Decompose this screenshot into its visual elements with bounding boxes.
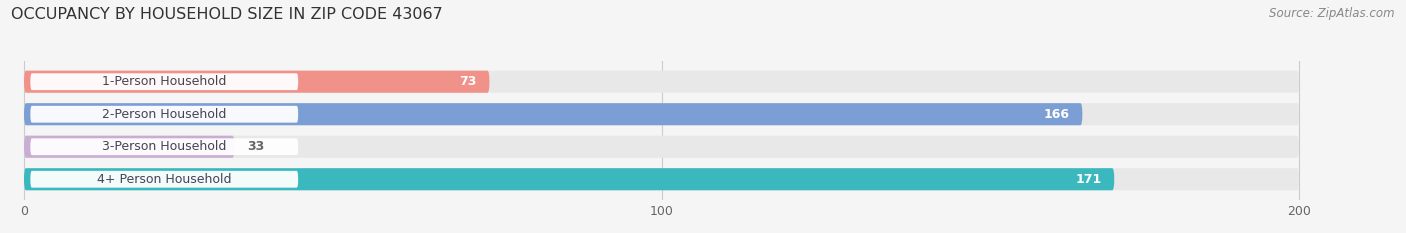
FancyBboxPatch shape <box>24 103 1083 125</box>
Text: OCCUPANCY BY HOUSEHOLD SIZE IN ZIP CODE 43067: OCCUPANCY BY HOUSEHOLD SIZE IN ZIP CODE … <box>11 7 443 22</box>
Text: 4+ Person Household: 4+ Person Household <box>97 173 232 186</box>
Text: 171: 171 <box>1076 173 1101 186</box>
FancyBboxPatch shape <box>31 73 298 90</box>
Text: 1-Person Household: 1-Person Household <box>103 75 226 88</box>
Text: 166: 166 <box>1043 108 1070 121</box>
FancyBboxPatch shape <box>31 138 298 155</box>
Text: 73: 73 <box>460 75 477 88</box>
Text: 33: 33 <box>247 140 264 153</box>
Text: 2-Person Household: 2-Person Household <box>103 108 226 121</box>
FancyBboxPatch shape <box>24 168 1299 190</box>
FancyBboxPatch shape <box>24 136 1299 158</box>
FancyBboxPatch shape <box>24 71 1299 93</box>
Text: Source: ZipAtlas.com: Source: ZipAtlas.com <box>1270 7 1395 20</box>
FancyBboxPatch shape <box>24 103 1299 125</box>
Text: 3-Person Household: 3-Person Household <box>103 140 226 153</box>
FancyBboxPatch shape <box>31 106 298 123</box>
FancyBboxPatch shape <box>24 71 489 93</box>
FancyBboxPatch shape <box>24 168 1114 190</box>
FancyBboxPatch shape <box>31 171 298 188</box>
FancyBboxPatch shape <box>24 136 235 158</box>
